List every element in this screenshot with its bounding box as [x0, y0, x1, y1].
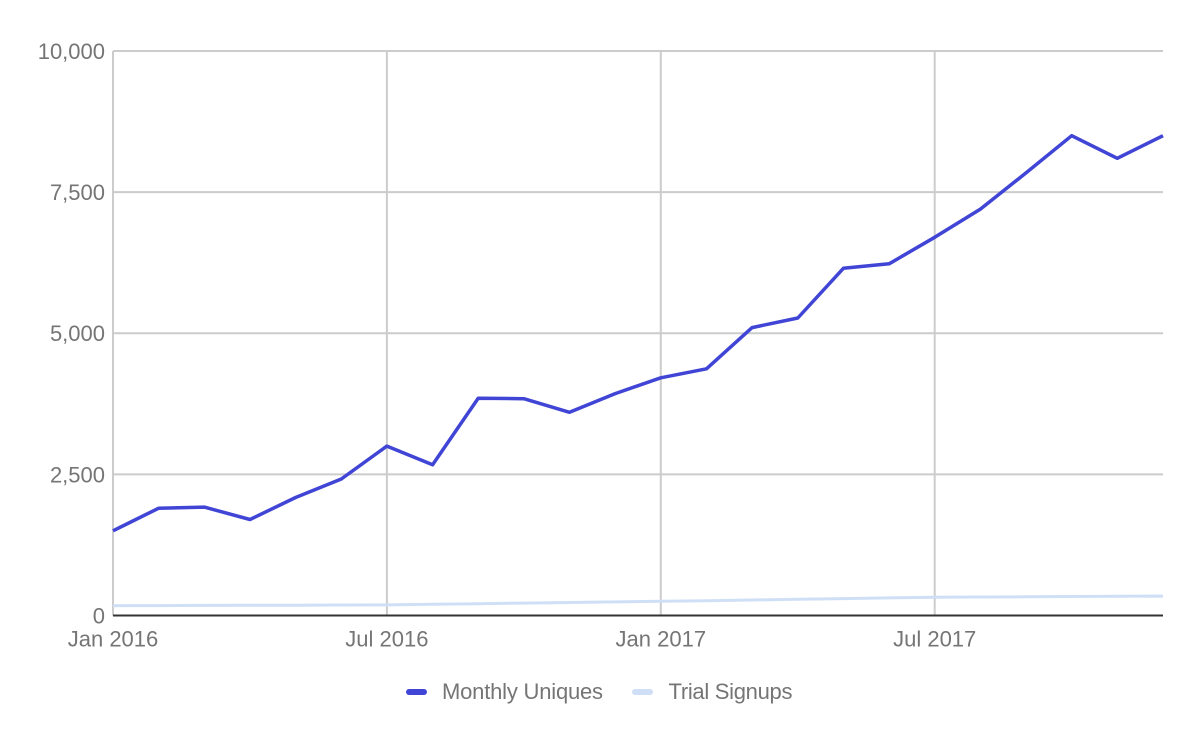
- svg-text:Jul 2017: Jul 2017: [893, 627, 976, 652]
- svg-text:Jan 2017: Jan 2017: [616, 627, 707, 652]
- svg-text:2,500: 2,500: [50, 462, 105, 487]
- svg-text:7,500: 7,500: [50, 180, 105, 205]
- svg-text:Trial Signups: Trial Signups: [669, 679, 793, 704]
- svg-text:Jul 2016: Jul 2016: [345, 627, 428, 652]
- svg-text:Jan 2016: Jan 2016: [68, 627, 159, 652]
- svg-text:10,000: 10,000: [38, 39, 105, 64]
- svg-text:0: 0: [93, 604, 105, 629]
- svg-text:Monthly Uniques: Monthly Uniques: [442, 679, 603, 704]
- svg-text:5,000: 5,000: [50, 321, 105, 346]
